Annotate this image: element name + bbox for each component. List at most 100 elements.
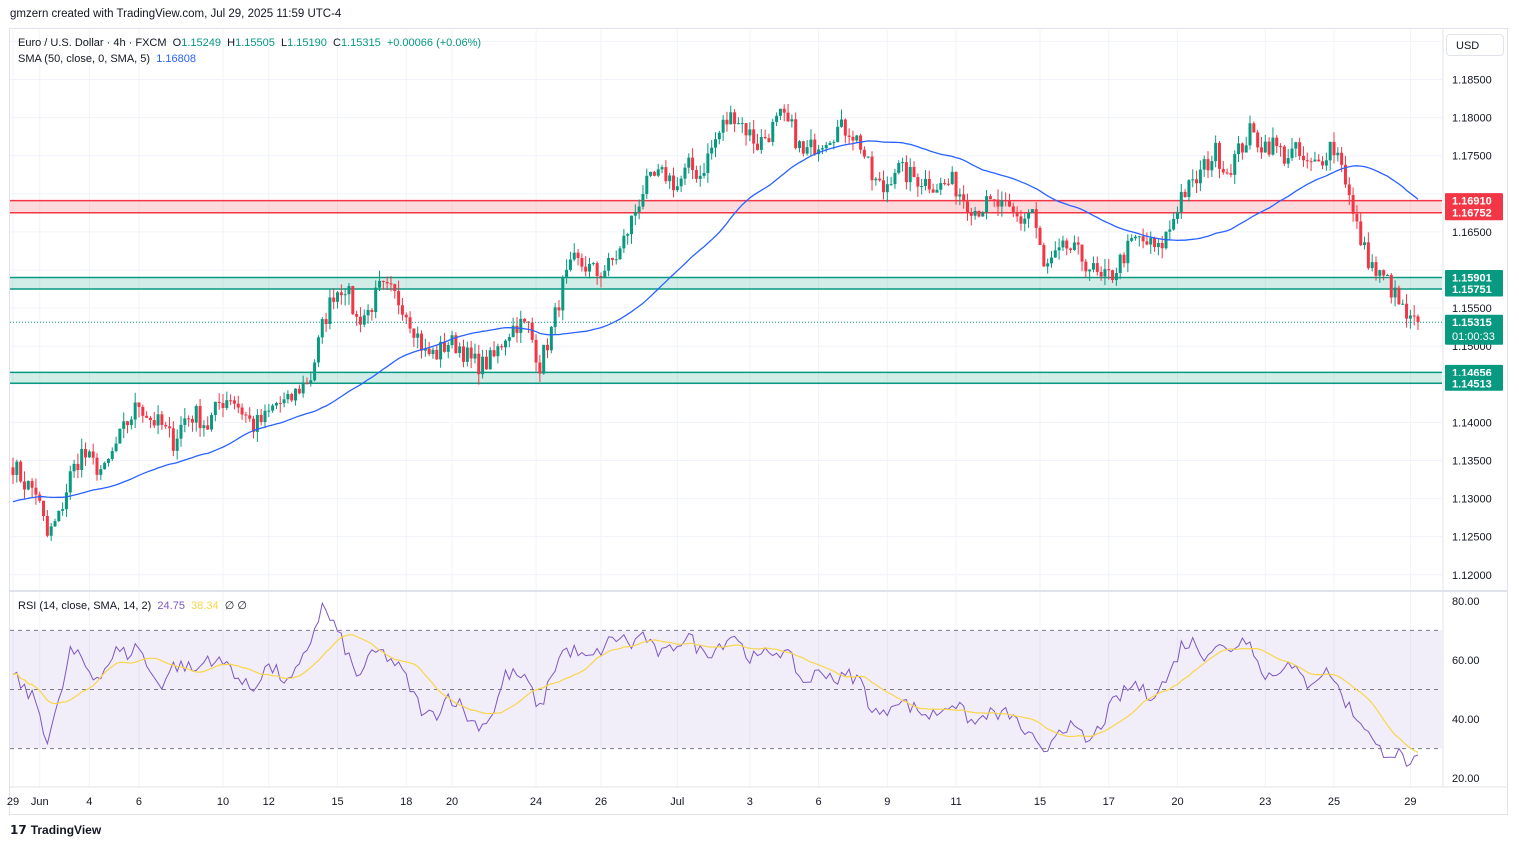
candle-body [912,166,916,178]
candle-body [393,284,397,292]
rsi-ma-value: 38.34 [191,600,219,612]
time-axis-tick-label: 6 [136,796,142,808]
footer-brand[interactable]: 𝟭𝟳 TradingView [10,823,101,837]
candle-body [179,424,183,439]
candle-body [496,346,500,357]
candle-body [408,317,412,329]
candle-body [1114,273,1118,281]
candle-body [1389,274,1393,298]
candle-body [836,126,840,143]
candle-body [530,322,534,340]
candle-body [378,280,382,288]
candle-body [633,211,637,216]
price-axis-tick-label: 1.12000 [1452,570,1492,582]
candle-body [500,346,504,348]
price-axis-tick-label: 1.18000 [1452,113,1492,125]
candle-body [534,339,538,363]
candle-body [962,194,966,202]
candle-body [691,157,695,171]
candle-body [1080,244,1084,262]
change-value: +0.00066 (+0.06%) [386,37,482,49]
candle-body [446,345,450,352]
time-axis-tick-label: 24 [530,796,542,808]
candle-body [1000,200,1004,207]
candle-body [259,414,263,423]
candle-body [1015,211,1019,217]
price-axis-tick-label: 1.13000 [1452,494,1492,506]
candle-body [710,147,714,154]
time-axis-tick-label: 25 [1328,796,1340,808]
candle-body [1069,248,1073,250]
candle-body [320,319,324,338]
candle-body [698,175,702,179]
candle-body [137,402,141,407]
candle-body [187,418,191,420]
candle-body [389,283,393,285]
candle-body [45,515,49,536]
candle-body [252,418,256,432]
candle-body [614,259,618,261]
candle-body [755,143,759,150]
candle-body [885,184,889,193]
candle-body [580,257,584,267]
candle-body [385,281,389,284]
candle-body [454,335,458,354]
sma-label[interactable]: SMA (50, close, 0, SMA, 5) [18,53,151,65]
symbol-title[interactable]: Euro / U.S. Dollar · 4h · FXCM [18,37,167,49]
candle-body [935,189,939,193]
candle-body [805,147,809,154]
candle-body [542,344,546,374]
candle-body [1252,123,1256,133]
price-label-text: 1.16910 [1452,196,1492,208]
candle-body [1030,209,1034,213]
candle-body [1282,146,1286,164]
candle-body [1279,146,1283,148]
candle-body [504,340,508,348]
candle-body [1237,143,1241,155]
candle-body [847,135,851,137]
candle-body [1061,240,1065,248]
rsi-legend: RSI (14, close, SMA, 14, 2) 24.75 38.34 … [18,599,247,612]
candle-body [84,448,88,458]
candle-body [1355,213,1359,222]
candle-body [553,307,557,327]
price-label-text: 1.14513 [1452,378,1492,390]
candle-body [526,321,530,323]
candle-body [450,335,454,346]
candle-body [248,415,252,419]
candle-body [1122,254,1126,264]
candle-body [599,275,603,277]
candle-body [511,325,515,338]
currency-button[interactable]: USD [1446,34,1504,56]
candle-body [439,341,443,360]
candle-body [53,521,57,527]
candle-body [622,235,626,249]
header-bar: gmzern created with TradingView.com, Jul… [0,0,1519,28]
candle-body [927,178,931,190]
candle-body [645,175,649,195]
price-legend: Euro / U.S. Dollar · 4h · FXCM O1.15249 … [18,35,481,67]
time-axis-tick-label: 9 [884,796,890,808]
price-axis-tick-label: 1.12500 [1452,532,1492,544]
candle-body [1397,287,1401,305]
candle-body [106,458,110,463]
candle-body [313,362,317,381]
time-axis-tick-label: 10 [217,796,229,808]
candle-body [397,291,401,306]
candle-body [950,171,954,185]
candle-body [339,292,343,296]
candle-body [1084,261,1088,272]
candle-body [282,399,286,404]
candle-body [286,393,290,400]
candle-body [939,183,943,190]
candle-body [290,393,294,401]
rsi-label[interactable]: RSI (14, close, SMA, 14, 2) [18,600,152,612]
candle-body [400,305,404,315]
candle-body [1343,164,1347,185]
price-axis-tick-label: 1.17500 [1452,151,1492,163]
candle-body [271,405,275,411]
candle-body [213,401,217,416]
candle-body [381,280,385,282]
chart-frame[interactable] [9,28,1508,815]
